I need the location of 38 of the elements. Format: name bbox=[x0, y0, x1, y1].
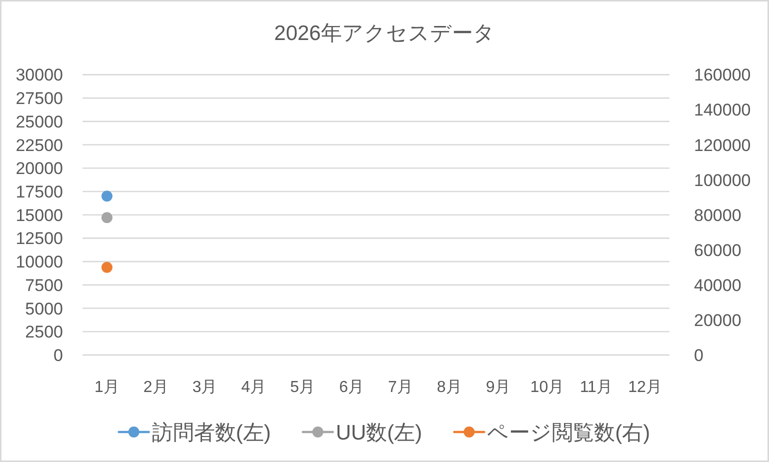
y2-tick-label: 20000 bbox=[694, 310, 742, 330]
legend-label: UU数(左) bbox=[336, 422, 422, 444]
y-tick-label: 5000 bbox=[25, 299, 63, 318]
x-tick-label: 12月 bbox=[628, 379, 662, 396]
x-tick-label: 2月 bbox=[143, 379, 168, 396]
x-tick-label: 4月 bbox=[241, 379, 266, 396]
y2-tick-label: 160000 bbox=[694, 66, 751, 85]
y2-tick-label: 40000 bbox=[694, 276, 742, 295]
x-tick-label: 6月 bbox=[339, 379, 364, 396]
x-tick-label: 1月 bbox=[94, 379, 120, 396]
y-tick-label: 2500 bbox=[25, 322, 63, 342]
y2-tick-label: 60000 bbox=[694, 240, 742, 260]
x-tick-label: 10月 bbox=[530, 379, 564, 396]
y2-tick-label: 100000 bbox=[694, 170, 751, 190]
y-tick-label: 22500 bbox=[16, 136, 63, 155]
y-tick-label: 12500 bbox=[16, 229, 63, 248]
y2-tick-label: 140000 bbox=[694, 100, 751, 120]
y-tick-label: 30000 bbox=[16, 66, 63, 85]
x-tick-label: 3月 bbox=[192, 379, 218, 396]
y-tick-label: 17500 bbox=[16, 182, 63, 202]
x-tick-label: 7月 bbox=[388, 379, 413, 396]
y-tick-label: 7500 bbox=[25, 276, 63, 295]
y-tick-label: 25000 bbox=[16, 112, 63, 132]
x-tick-label: 8月 bbox=[436, 379, 462, 396]
y-tick-label: 27500 bbox=[16, 89, 63, 108]
legend-label: 訪問者数(左) bbox=[152, 422, 271, 444]
x-tick-label: 9月 bbox=[486, 379, 511, 396]
y2-tick-label: 80000 bbox=[694, 206, 742, 225]
y-tick-label: 15000 bbox=[16, 206, 63, 225]
title: 2026年アクセスデータ bbox=[274, 22, 495, 45]
y2-tick-label: 0 bbox=[694, 346, 704, 365]
y-tick-label: 10000 bbox=[16, 252, 63, 272]
x-tick-label: 11月 bbox=[580, 379, 612, 396]
y2-tick-label: 120000 bbox=[694, 136, 751, 155]
y-tick-label: 20000 bbox=[16, 159, 63, 178]
y-tick-label: 0 bbox=[54, 346, 63, 365]
legend-label: ページ閲覧数(右) bbox=[487, 422, 650, 444]
x-tick-label: 5月 bbox=[290, 379, 316, 396]
